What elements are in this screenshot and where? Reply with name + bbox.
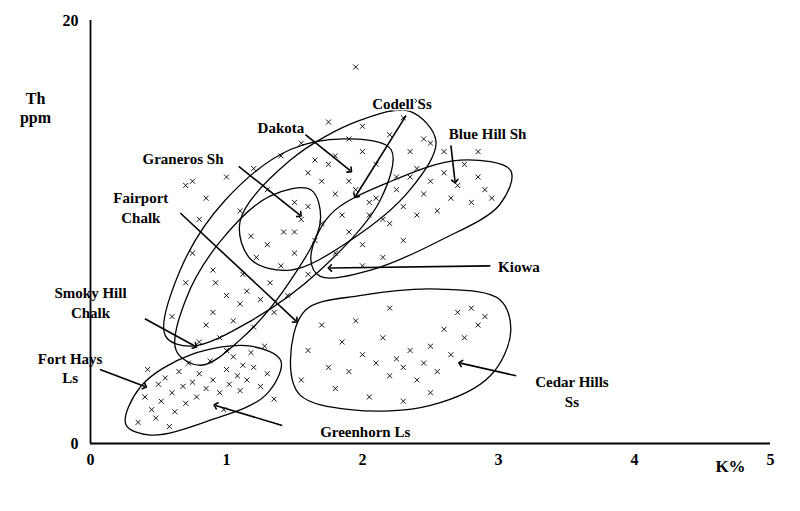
svg-text:20: 20 [63, 12, 79, 29]
svg-text:Graneros Sh: Graneros Sh [142, 151, 224, 167]
svg-text:Dakota: Dakota [258, 119, 305, 135]
svg-text:FairportChalk: FairportChalk [113, 190, 168, 226]
svg-text:0: 0 [87, 451, 95, 468]
svg-text:Thppm: Thppm [20, 90, 52, 127]
svg-text:Codell Ss: Codell Ss [372, 96, 432, 112]
html-text:Chalk: Chalk [70, 304, 111, 321]
svg-text:Greenhorn Ls: Greenhorn Ls [320, 424, 410, 440]
html-text:Smoky Hill: Smoky Hill [54, 285, 127, 302]
svg-text:Cedar HillsSs: Cedar HillsSs [535, 374, 609, 410]
svg-text:1: 1 [223, 451, 231, 468]
svg-text:K%: K% [715, 457, 745, 476]
svg-text:5: 5 [767, 451, 775, 468]
svg-text:4: 4 [631, 451, 639, 468]
svg-text:2: 2 [359, 451, 367, 468]
svg-text:0: 0 [71, 435, 79, 452]
svg-text:Blue Hill Sh: Blue Hill Sh [449, 126, 527, 142]
svg-text:Kiowa: Kiowa [498, 259, 540, 275]
svg-text:Fort HaysLs: Fort HaysLs [38, 351, 103, 387]
svg-text:3: 3 [495, 451, 503, 468]
